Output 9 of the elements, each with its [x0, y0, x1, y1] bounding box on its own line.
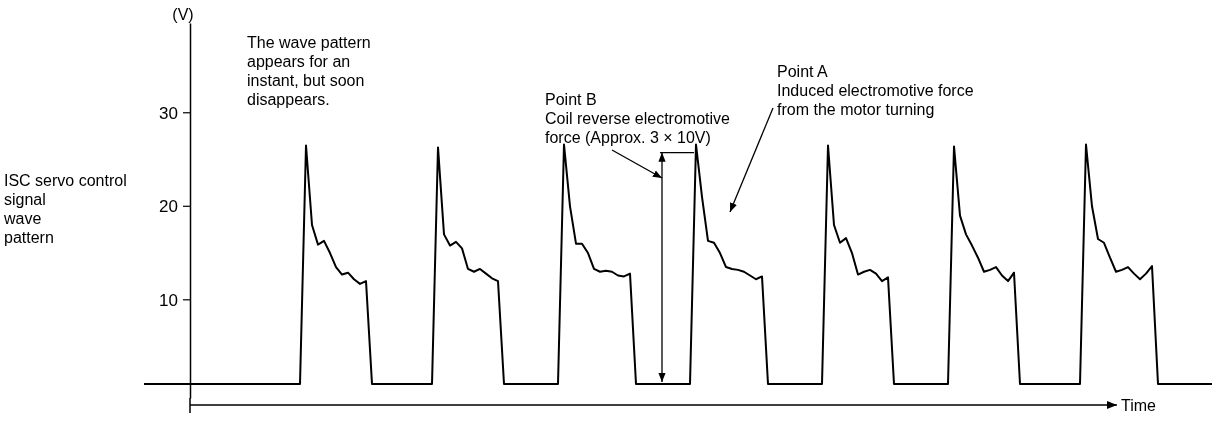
annotation: Point A Induced electromotive force from the motor turning [777, 63, 974, 118]
text: ISC servo control signal wave pattern [3, 172, 127, 246]
y-axis-title: (V) [172, 6, 194, 23]
x-axis-title: Time [1121, 396, 1157, 414]
y-tick-label: 30 [159, 103, 178, 123]
annotation: The wave pattern appears for an instant, but soon disappears. [247, 34, 371, 108]
y-tick-label: 20 [159, 197, 178, 217]
annotation: Point B Coil reverse electromotive force (Approx. 3 × 10V) [545, 91, 731, 146]
y-tick-label: 10 [159, 290, 178, 310]
